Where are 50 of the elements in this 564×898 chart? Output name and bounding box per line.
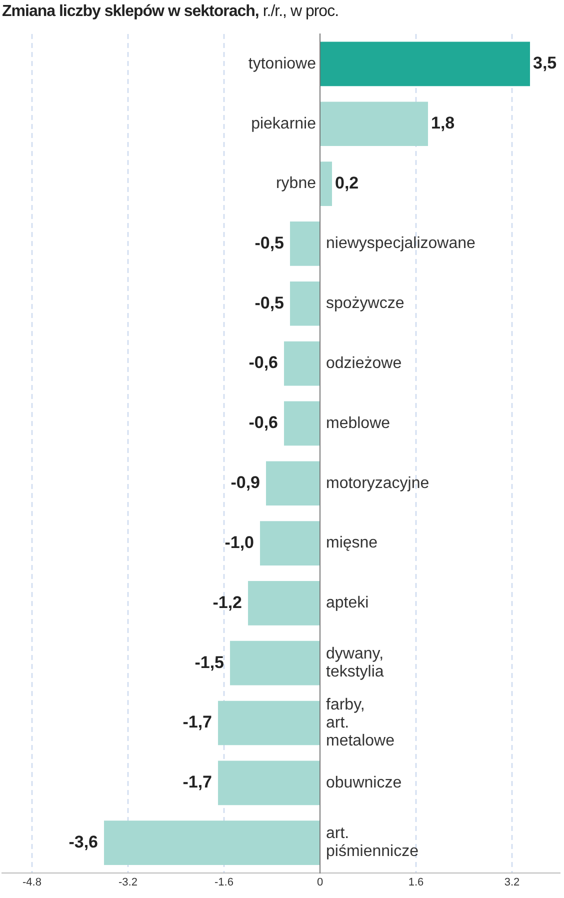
data-label: 1,8	[431, 114, 455, 133]
bar	[320, 162, 332, 206]
y-tick-label: rybne	[276, 175, 316, 192]
data-label: -3,6	[68, 832, 98, 852]
y-tick-label: niewyspecjalizowane	[326, 235, 476, 252]
bar	[248, 581, 320, 626]
y-tick-label: art. piśmiennicze	[326, 825, 419, 860]
y-tick-label: farby, art. metalowe	[326, 696, 395, 750]
bar	[284, 401, 320, 446]
data-label: -0,6	[248, 353, 278, 372]
chart-subtitle: r./r., w proc.	[262, 3, 339, 20]
data-label: 0,2	[335, 173, 359, 192]
x-tick-label: -1.6	[214, 876, 234, 888]
y-tick-label: meblowe	[326, 414, 390, 432]
bar	[218, 700, 320, 746]
y-tick-label: spożywcze	[326, 295, 404, 312]
data-label: -0,9	[230, 473, 260, 492]
data-label: -0,6	[248, 413, 278, 432]
data-label: 3,5	[533, 54, 557, 73]
data-label: -1,0	[224, 532, 254, 552]
data-label: -1,7	[182, 772, 212, 792]
data-label: -0,5	[254, 293, 284, 312]
bar	[320, 102, 428, 146]
bar	[260, 521, 320, 566]
bar	[218, 760, 320, 806]
bar	[284, 341, 320, 386]
data-label: -1,2	[212, 592, 242, 612]
y-tick-label: obuwnicze	[326, 774, 402, 792]
bar	[104, 820, 320, 866]
y-tick-label: dywany, tekstylia	[326, 646, 384, 681]
x-tick-label: 0	[316, 876, 324, 888]
x-tick-label: -3.2	[118, 876, 138, 888]
y-tick-label: piekarnie	[251, 115, 316, 132]
y-tick-label: tytoniowe	[248, 55, 316, 72]
bar	[290, 281, 320, 326]
y-tick-label: odzieżowe	[326, 354, 402, 372]
data-label: -0,5	[254, 233, 284, 252]
bar	[230, 640, 320, 686]
x-tick-label: 3.2	[504, 876, 520, 888]
y-tick-label: apteki	[326, 594, 369, 612]
bar	[266, 461, 320, 506]
data-label: -1,5	[194, 652, 224, 672]
chart-title: Zmiana liczby sklepów w sektorach,	[2, 3, 259, 20]
bar	[290, 222, 320, 266]
y-tick-label: mięsne	[326, 534, 378, 552]
bar	[320, 42, 530, 86]
data-label: -1,7	[182, 712, 212, 732]
y-tick-label: motoryzacyjne	[326, 474, 430, 492]
x-tick-label: -4.8	[22, 876, 42, 888]
x-tick-label: 1.6	[408, 876, 424, 888]
